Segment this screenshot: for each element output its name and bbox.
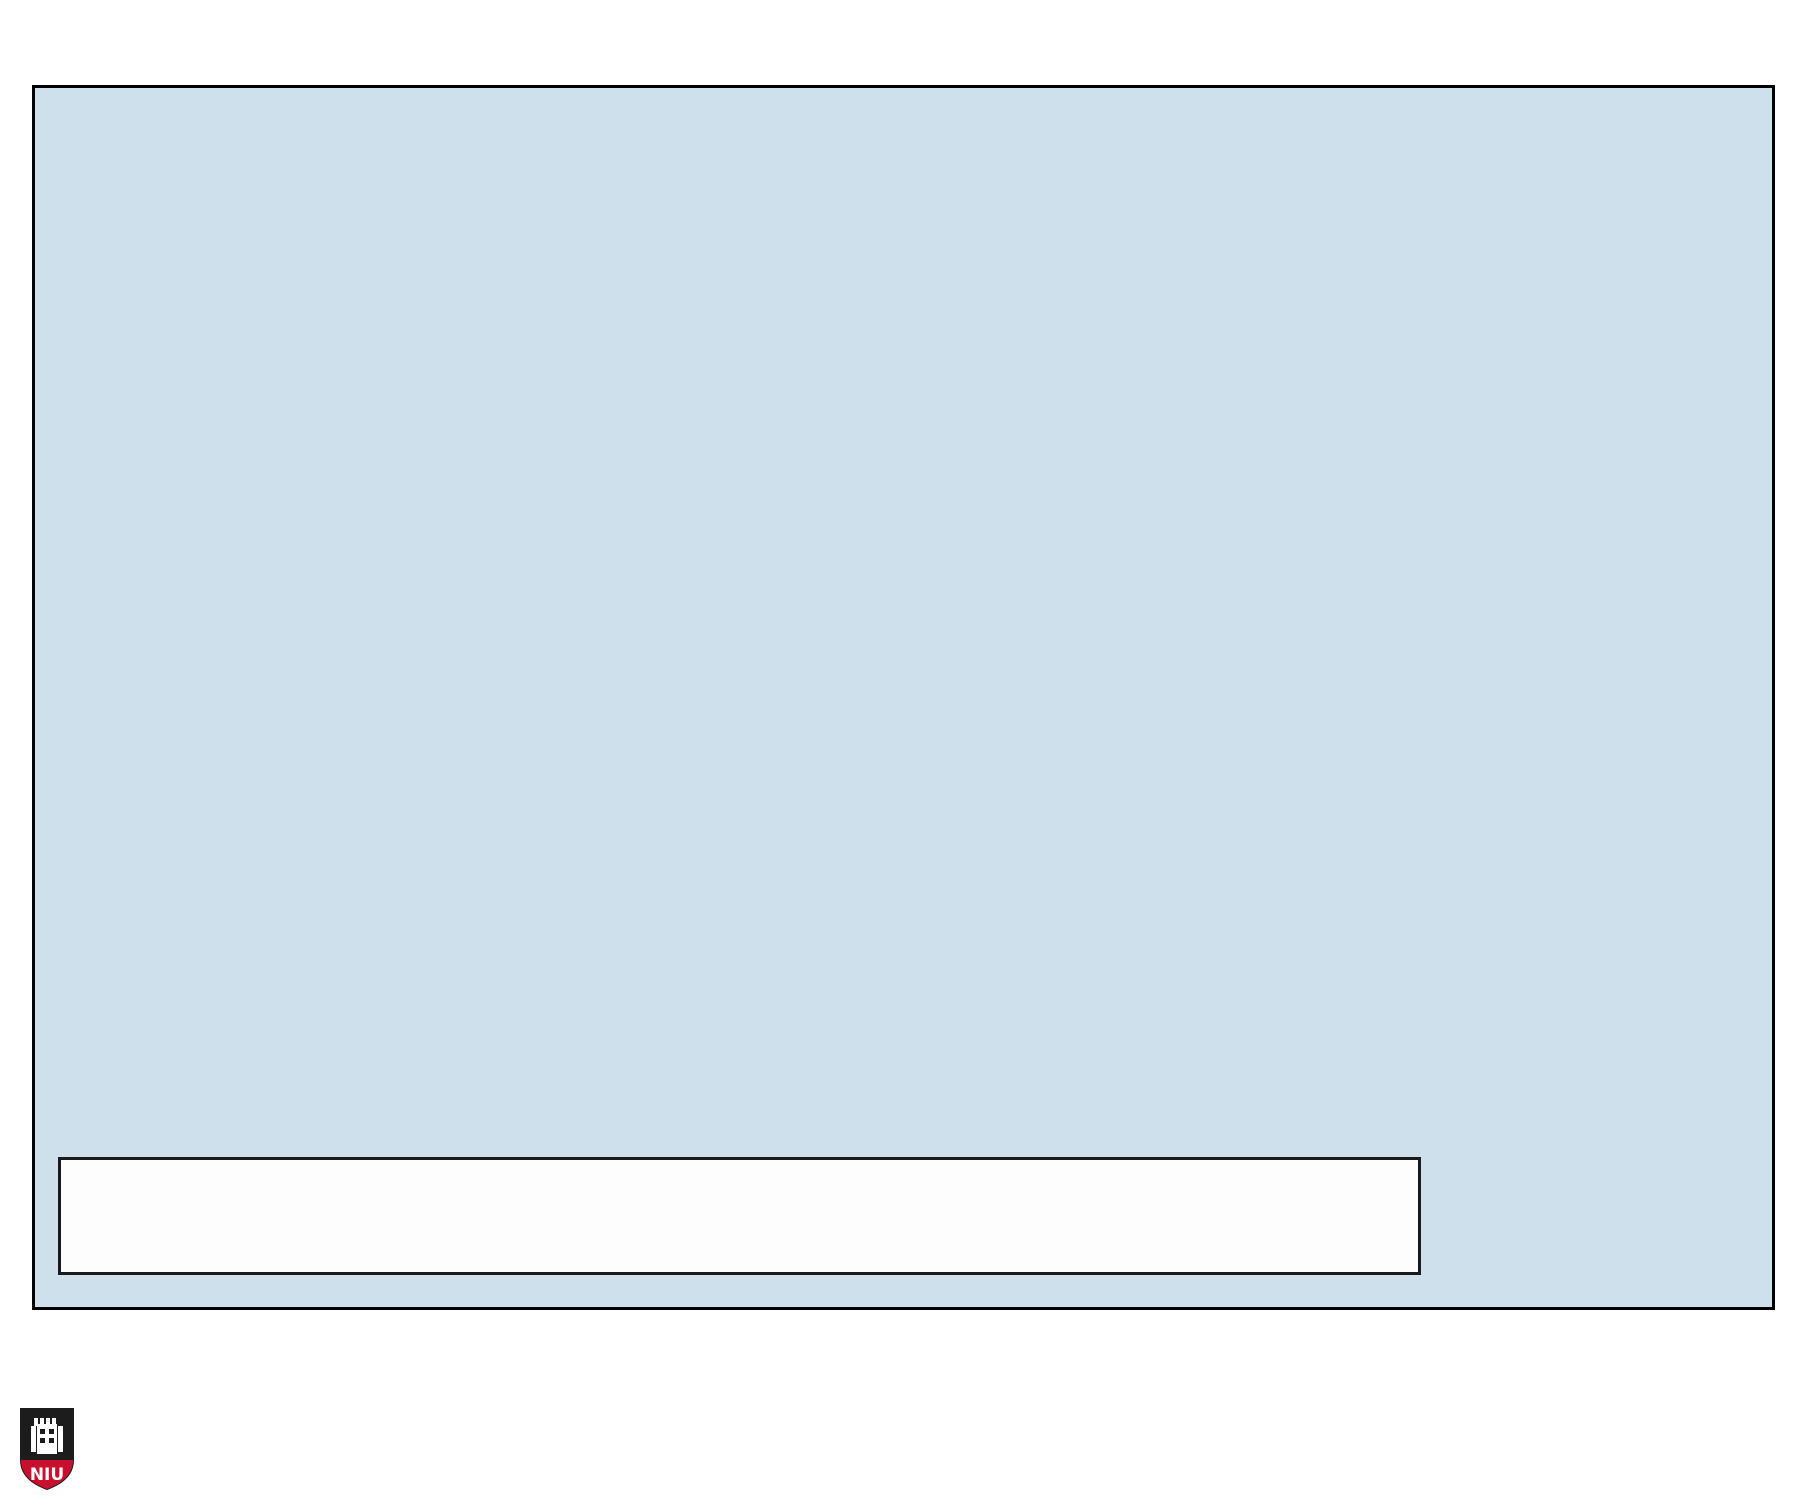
map-plot-area — [32, 85, 1775, 1310]
svg-text:NIU: NIU — [30, 1465, 64, 1485]
map-heatmap-canvas — [35, 88, 1772, 1307]
niu-logo: NIU — [20, 1408, 74, 1490]
colorbar — [32, 1318, 1775, 1348]
colorbar-svg — [32, 1318, 1775, 1348]
valid-time-annotation-box — [58, 1157, 1421, 1275]
